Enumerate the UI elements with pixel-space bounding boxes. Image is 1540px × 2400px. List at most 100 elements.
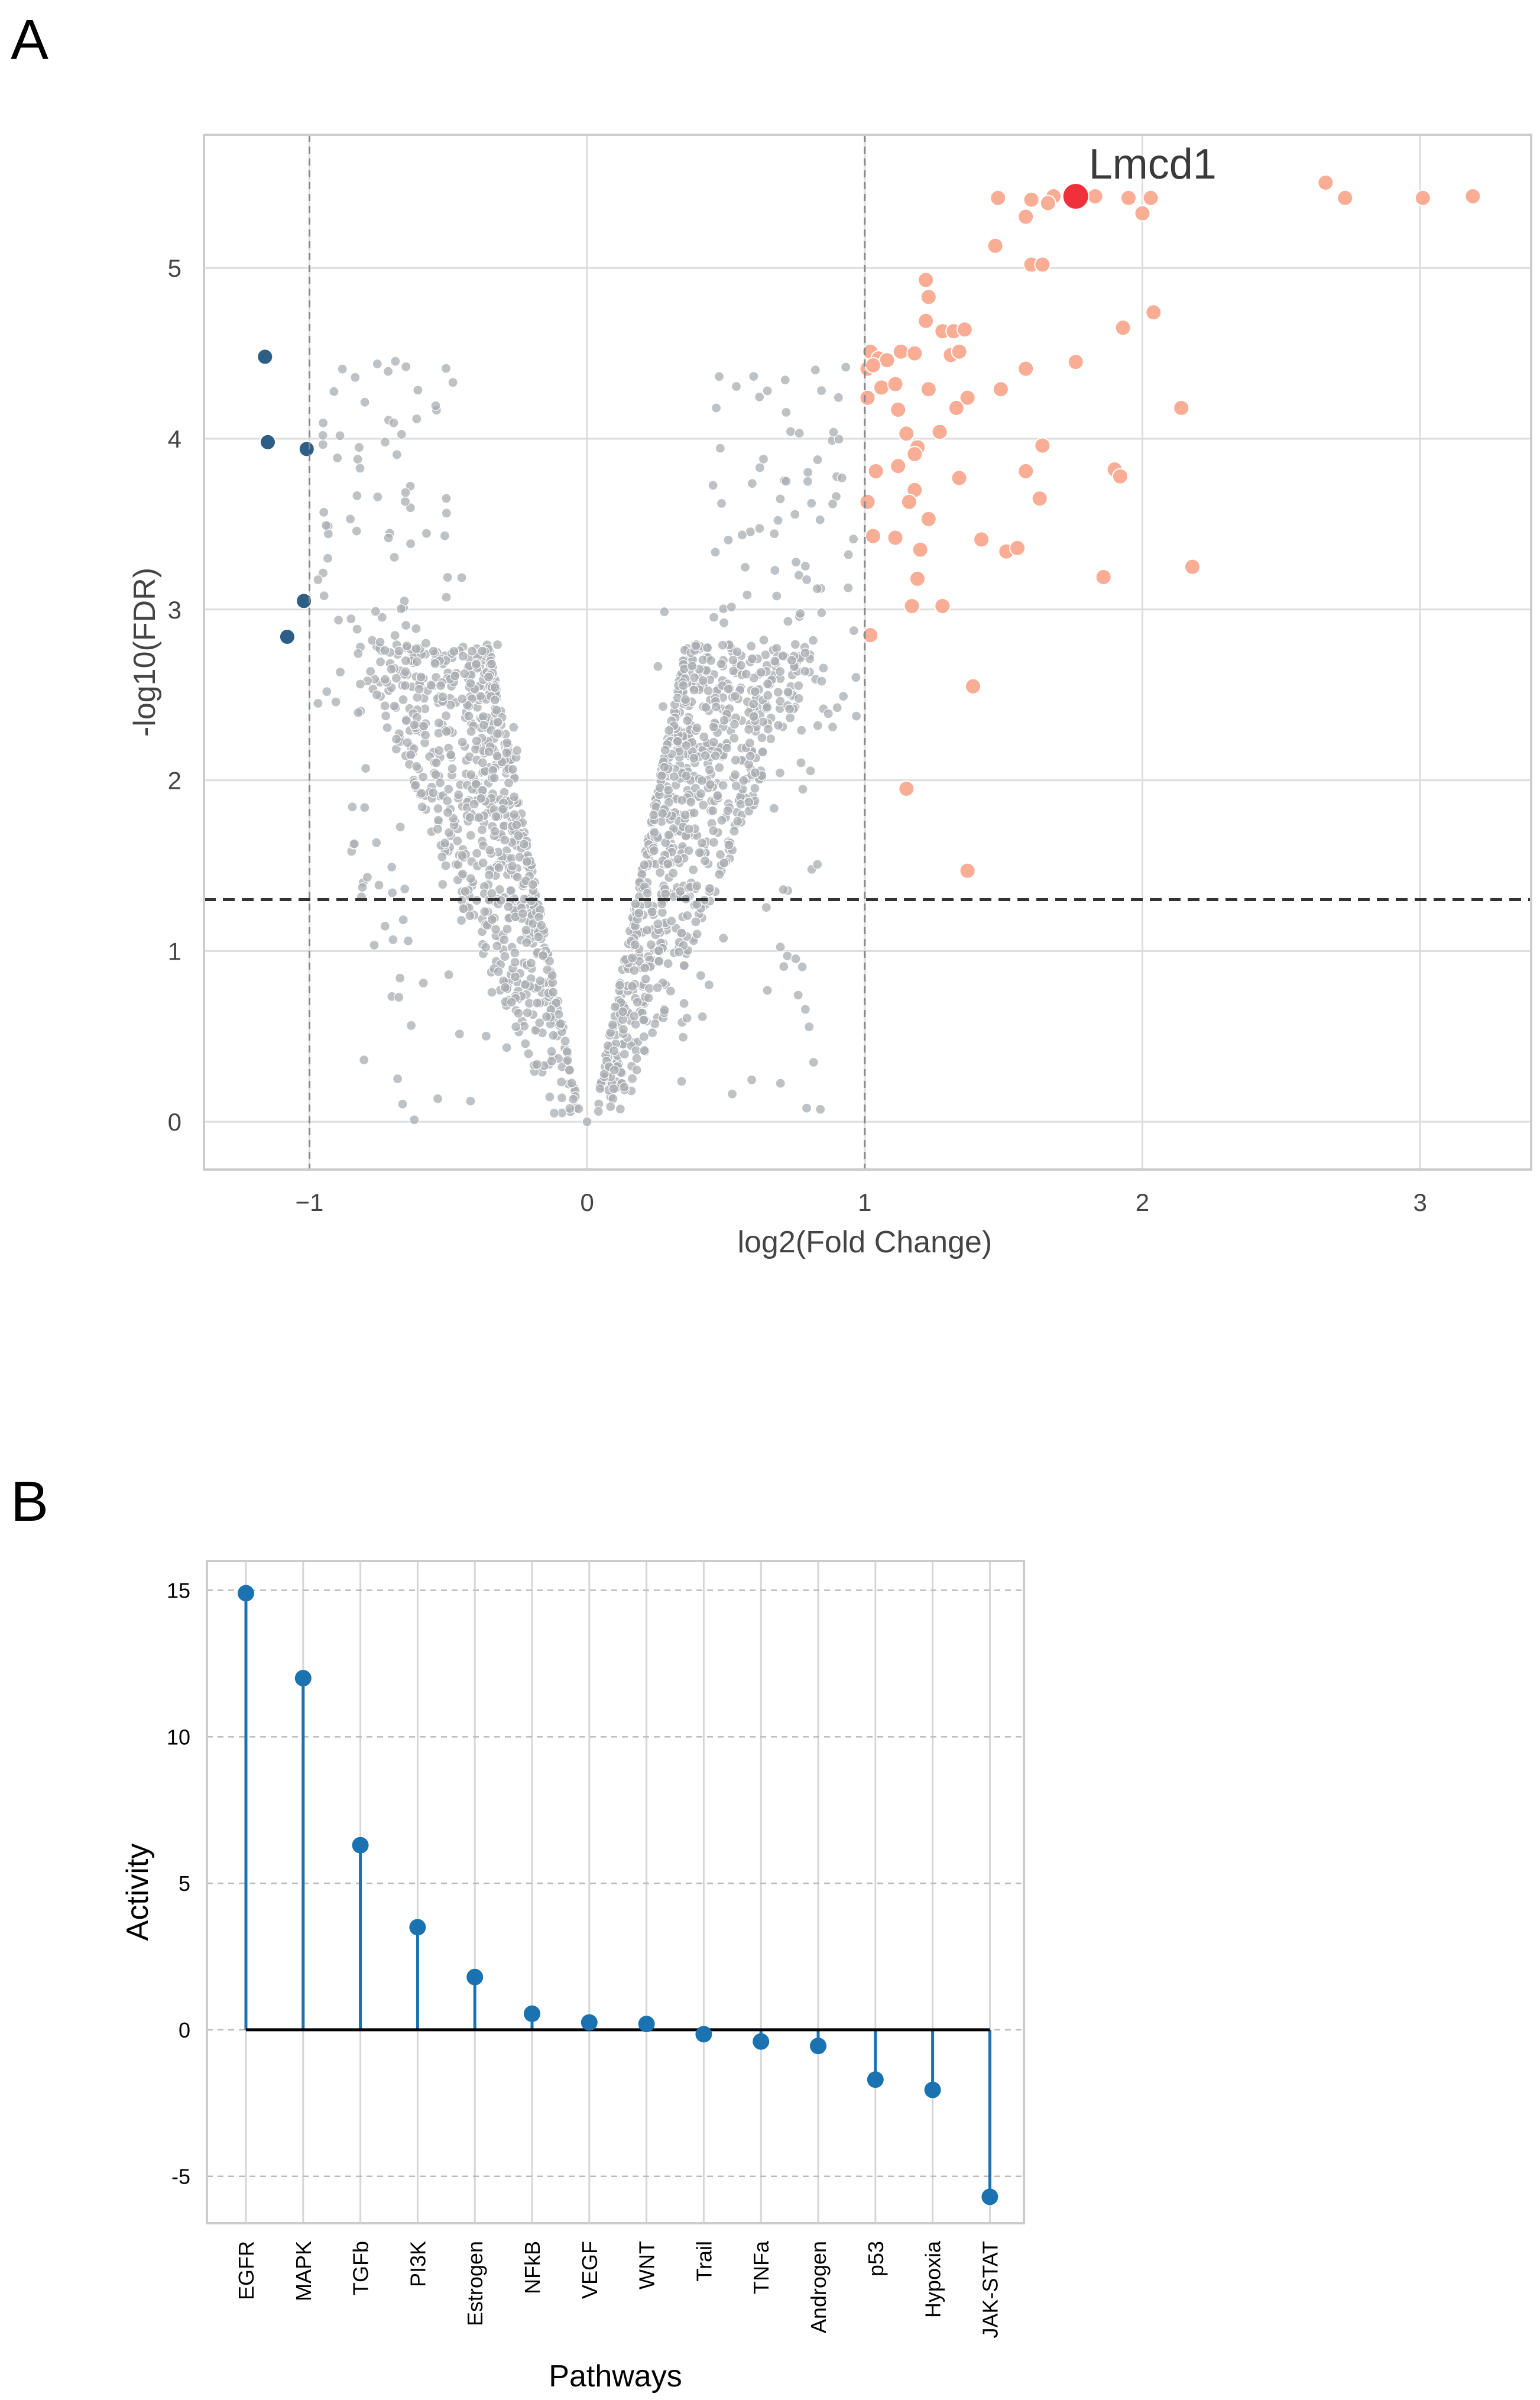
up-point bbox=[890, 401, 907, 418]
nonsig-point bbox=[484, 870, 495, 880]
nonsig-point bbox=[816, 676, 827, 686]
pathway-y-tick-label: 10 bbox=[167, 1725, 190, 1749]
nonsig-point bbox=[718, 857, 730, 869]
nonsig-point bbox=[827, 721, 838, 733]
nonsig-point bbox=[710, 547, 721, 558]
nonsig-point bbox=[632, 997, 643, 1008]
nonsig-point bbox=[398, 694, 408, 705]
nonsig-point bbox=[608, 1045, 620, 1056]
up-point bbox=[867, 462, 884, 480]
nonsig-point bbox=[740, 562, 751, 572]
nonsig-point bbox=[387, 861, 397, 873]
nonsig-point bbox=[723, 535, 734, 546]
nonsig-point bbox=[595, 1083, 605, 1094]
nonsig-point bbox=[649, 846, 659, 856]
nonsig-point bbox=[696, 775, 708, 786]
pathway-y-tick-label: -5 bbox=[171, 2165, 190, 2189]
nonsig-point bbox=[509, 809, 520, 820]
nonsig-point bbox=[769, 528, 780, 539]
nonsig-point bbox=[802, 467, 813, 478]
nonsig-point bbox=[704, 765, 715, 775]
nonsig-point bbox=[723, 684, 734, 694]
nonsig-point bbox=[353, 648, 364, 659]
nonsig-point bbox=[746, 1074, 757, 1085]
up-point bbox=[948, 400, 965, 416]
up-point bbox=[878, 352, 896, 369]
nonsig-point bbox=[549, 1107, 560, 1119]
nonsig-point bbox=[659, 606, 670, 617]
nonsig-point bbox=[492, 750, 502, 762]
nonsig-point bbox=[510, 948, 520, 958]
nonsig-point bbox=[802, 476, 813, 487]
nonsig-point bbox=[362, 872, 373, 883]
nonsig-point bbox=[757, 747, 768, 757]
volcano-x-axis-label: log2(Fold Change) bbox=[737, 1225, 992, 1259]
nonsig-point bbox=[781, 407, 792, 418]
nonsig-point bbox=[494, 862, 504, 873]
nonsig-point bbox=[747, 478, 758, 489]
nonsig-point bbox=[654, 782, 666, 793]
nonsig-point bbox=[816, 385, 827, 396]
up-point bbox=[1009, 539, 1026, 556]
up-point bbox=[1095, 568, 1112, 585]
volcano-threshold-lines bbox=[204, 135, 1531, 1170]
volcano-x-tick-label: 1 bbox=[858, 1188, 871, 1216]
nonsig-point bbox=[692, 723, 702, 733]
nonsig-point bbox=[439, 838, 450, 848]
up-point bbox=[920, 510, 937, 527]
nonsig-point bbox=[730, 691, 741, 702]
nonsig-point bbox=[762, 985, 773, 996]
nonsig-point bbox=[640, 974, 651, 984]
nonsig-point bbox=[812, 859, 823, 870]
nonsig-point bbox=[345, 514, 356, 524]
volcano-y-tick-label: 0 bbox=[168, 1108, 181, 1136]
nonsig-point bbox=[689, 808, 699, 818]
nonsig-point bbox=[816, 607, 827, 618]
nonsig-point bbox=[435, 680, 446, 691]
nonsig-point bbox=[794, 428, 805, 439]
nonsig-point bbox=[411, 761, 422, 772]
nonsig-point bbox=[397, 1099, 408, 1109]
nonsig-point bbox=[638, 1031, 649, 1042]
nonsig-point bbox=[484, 746, 494, 757]
nonsig-point bbox=[699, 731, 709, 742]
nonsig-point bbox=[796, 757, 806, 768]
nonsig-point bbox=[800, 647, 810, 658]
nonsig-point bbox=[454, 1029, 465, 1039]
nonsig-point bbox=[457, 694, 468, 704]
nonsig-point bbox=[428, 646, 439, 656]
nonsig-point bbox=[653, 918, 663, 929]
up-point bbox=[990, 189, 1007, 206]
up-point bbox=[920, 381, 937, 398]
nonsig-point bbox=[806, 498, 817, 508]
nonsig-point bbox=[401, 715, 411, 726]
nonsig-point bbox=[742, 590, 753, 600]
nonsig-point bbox=[607, 1019, 618, 1030]
nonsig-point bbox=[465, 830, 476, 841]
nonsig-point bbox=[750, 783, 760, 793]
nonsig-point bbox=[692, 929, 702, 940]
nonsig-point bbox=[547, 987, 559, 997]
nonsig-point bbox=[647, 906, 657, 917]
up-point bbox=[1034, 437, 1051, 454]
nonsig-point bbox=[411, 643, 422, 654]
nonsig-point bbox=[450, 671, 461, 681]
pathway-dot bbox=[238, 1585, 254, 1602]
up-point bbox=[992, 381, 1009, 398]
nonsig-point bbox=[732, 646, 743, 658]
nonsig-point bbox=[500, 951, 510, 962]
nonsig-point bbox=[815, 514, 825, 525]
nonsig-point bbox=[653, 661, 663, 672]
nonsig-point bbox=[568, 1094, 579, 1105]
nonsig-point bbox=[471, 848, 482, 859]
up-point bbox=[1087, 188, 1104, 205]
nonsig-point bbox=[453, 789, 464, 800]
nonsig-point bbox=[708, 721, 719, 733]
up-point bbox=[1134, 205, 1151, 222]
nonsig-point bbox=[711, 403, 722, 413]
nonsig-point bbox=[418, 977, 429, 989]
pathway-category-label: JAK-STAT bbox=[978, 2241, 1002, 2339]
pathway-x-ticks: EGFR MAPK TGFb PI3K Estrogen NFkB VEGF WNT Trail… bbox=[234, 2240, 1002, 2339]
nonsig-point bbox=[812, 454, 823, 465]
nonsig-point bbox=[491, 705, 502, 715]
